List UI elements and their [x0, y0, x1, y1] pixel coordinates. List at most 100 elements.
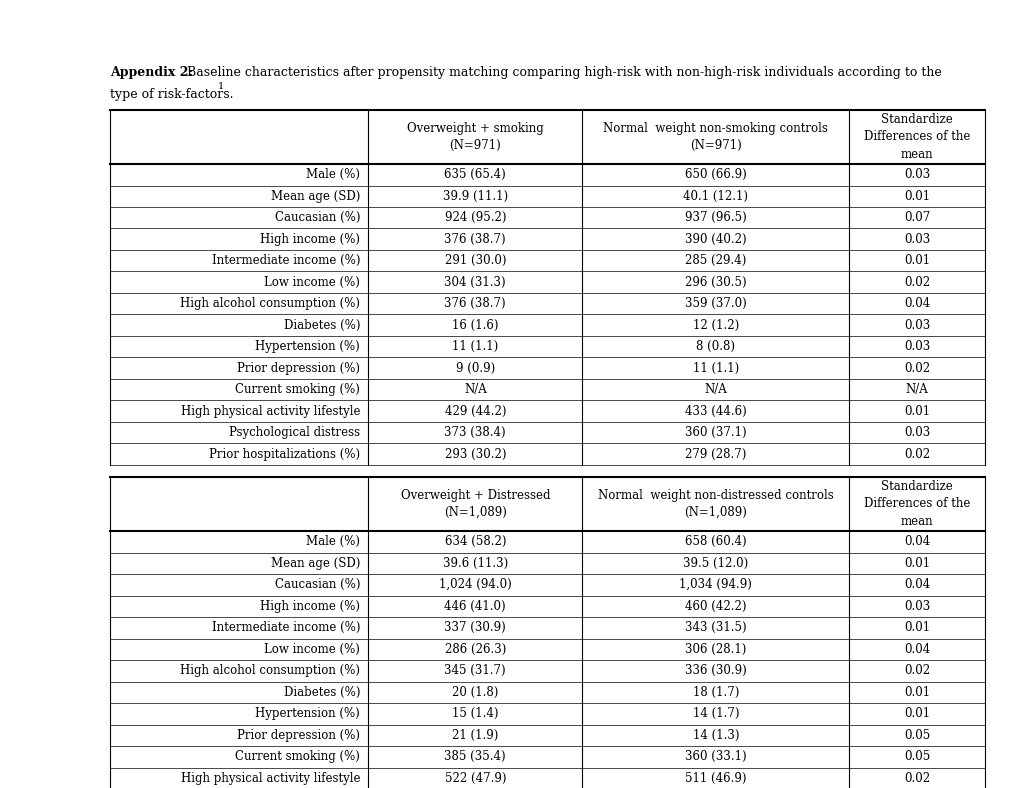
Text: Overweight + Distressed
(N=1,089): Overweight + Distressed (N=1,089): [400, 489, 549, 519]
Text: High income (%): High income (%): [260, 600, 360, 613]
Text: Male (%): Male (%): [306, 535, 360, 548]
Text: 0.01: 0.01: [903, 190, 929, 203]
Text: Male (%): Male (%): [306, 169, 360, 181]
Text: type of risk-factors.: type of risk-factors.: [110, 88, 233, 101]
Text: 385 (35.4): 385 (35.4): [444, 750, 505, 764]
Text: High alcohol consumption (%): High alcohol consumption (%): [180, 664, 360, 677]
Text: 293 (30.2): 293 (30.2): [444, 448, 505, 461]
Text: 0.04: 0.04: [903, 297, 929, 310]
Text: Current smoking (%): Current smoking (%): [235, 383, 360, 396]
Text: 0.03: 0.03: [903, 426, 929, 439]
Text: Normal  weight non-smoking controls
(N=971): Normal weight non-smoking controls (N=97…: [603, 122, 827, 152]
Text: Diabetes (%): Diabetes (%): [283, 686, 360, 699]
Text: 285 (29.4): 285 (29.4): [685, 255, 746, 267]
Text: 373 (38.4): 373 (38.4): [444, 426, 505, 439]
Text: 0.02: 0.02: [903, 362, 929, 375]
Text: 8 (0.8): 8 (0.8): [696, 340, 735, 353]
Text: Intermediate income (%): Intermediate income (%): [211, 255, 360, 267]
Text: Mean age (SD): Mean age (SD): [270, 190, 360, 203]
Text: 522 (47.9): 522 (47.9): [444, 771, 505, 785]
Text: High physical activity lifestyle: High physical activity lifestyle: [180, 771, 360, 785]
Text: Normal  weight non-distressed controls
(N=1,089): Normal weight non-distressed controls (N…: [597, 489, 833, 519]
Text: 1,034 (94.9): 1,034 (94.9): [679, 578, 752, 591]
Text: 650 (66.9): 650 (66.9): [685, 169, 746, 181]
Text: High alcohol consumption (%): High alcohol consumption (%): [180, 297, 360, 310]
Text: 360 (33.1): 360 (33.1): [685, 750, 746, 764]
Text: Current smoking (%): Current smoking (%): [235, 750, 360, 764]
Text: 1,024 (94.0): 1,024 (94.0): [438, 578, 512, 591]
Text: Prior hospitalizations (%): Prior hospitalizations (%): [209, 448, 360, 461]
Text: Baseline characteristics after propensity matching comparing high-risk with non-: Baseline characteristics after propensit…: [182, 66, 941, 79]
Text: 0.05: 0.05: [903, 729, 929, 742]
Text: 376 (38.7): 376 (38.7): [444, 297, 505, 310]
Text: High income (%): High income (%): [260, 232, 360, 246]
Text: Standardize
Differences of the
mean: Standardize Differences of the mean: [863, 113, 969, 161]
Text: Caucasian (%): Caucasian (%): [274, 211, 360, 225]
Text: 460 (42.2): 460 (42.2): [685, 600, 746, 613]
Text: 635 (65.4): 635 (65.4): [444, 169, 505, 181]
Text: 39.5 (12.0): 39.5 (12.0): [683, 557, 748, 570]
Text: 359 (37.0): 359 (37.0): [685, 297, 746, 310]
Text: Hypertension (%): Hypertension (%): [255, 340, 360, 353]
Text: 296 (30.5): 296 (30.5): [685, 276, 746, 288]
Text: 14 (1.3): 14 (1.3): [692, 729, 739, 742]
Text: Prior depression (%): Prior depression (%): [236, 729, 360, 742]
Text: 304 (31.3): 304 (31.3): [444, 276, 505, 288]
Text: 446 (41.0): 446 (41.0): [444, 600, 505, 613]
Text: 9 (0.9): 9 (0.9): [455, 362, 494, 375]
Text: 20 (1.8): 20 (1.8): [451, 686, 498, 699]
Text: 0.04: 0.04: [903, 578, 929, 591]
Text: High physical activity lifestyle: High physical activity lifestyle: [180, 405, 360, 418]
Text: 306 (28.1): 306 (28.1): [685, 643, 746, 656]
Text: N/A: N/A: [704, 383, 727, 396]
Text: 360 (37.1): 360 (37.1): [685, 426, 746, 439]
Text: Hypertension (%): Hypertension (%): [255, 708, 360, 720]
Text: 0.02: 0.02: [903, 276, 929, 288]
Text: 337 (30.9): 337 (30.9): [444, 621, 505, 634]
Text: 39.6 (11.3): 39.6 (11.3): [442, 557, 507, 570]
Text: 511 (46.9): 511 (46.9): [685, 771, 746, 785]
Text: Psychological distress: Psychological distress: [229, 426, 360, 439]
Text: 0.03: 0.03: [903, 600, 929, 613]
Text: 0.03: 0.03: [903, 169, 929, 181]
Text: 336 (30.9): 336 (30.9): [685, 664, 746, 677]
Text: 0.03: 0.03: [903, 232, 929, 246]
Text: 0.02: 0.02: [903, 771, 929, 785]
Text: Overweight + smoking
(N=971): Overweight + smoking (N=971): [407, 122, 543, 152]
Text: 0.01: 0.01: [903, 557, 929, 570]
Text: 634 (58.2): 634 (58.2): [444, 535, 505, 548]
Text: 0.02: 0.02: [903, 448, 929, 461]
Text: 11 (1.1): 11 (1.1): [451, 340, 498, 353]
Text: 14 (1.7): 14 (1.7): [692, 708, 739, 720]
Text: 937 (96.5): 937 (96.5): [685, 211, 746, 225]
Text: 429 (44.2): 429 (44.2): [444, 405, 505, 418]
Text: 924 (95.2): 924 (95.2): [444, 211, 505, 225]
Text: Caucasian (%): Caucasian (%): [274, 578, 360, 591]
Text: 16 (1.6): 16 (1.6): [451, 319, 498, 332]
Text: 0.05: 0.05: [903, 750, 929, 764]
Text: 376 (38.7): 376 (38.7): [444, 232, 505, 246]
Text: Low income (%): Low income (%): [264, 276, 360, 288]
Text: Prior depression (%): Prior depression (%): [236, 362, 360, 375]
Text: N/A: N/A: [464, 383, 486, 396]
Text: 15 (1.4): 15 (1.4): [451, 708, 498, 720]
Text: 279 (28.7): 279 (28.7): [685, 448, 746, 461]
Text: 0.01: 0.01: [903, 708, 929, 720]
Text: 40.1 (12.1): 40.1 (12.1): [683, 190, 748, 203]
Text: 0.01: 0.01: [903, 686, 929, 699]
Text: 0.01: 0.01: [903, 255, 929, 267]
Text: 658 (60.4): 658 (60.4): [685, 535, 746, 548]
Text: 11 (1.1): 11 (1.1): [692, 362, 739, 375]
Text: 21 (1.9): 21 (1.9): [451, 729, 498, 742]
Text: 12 (1.2): 12 (1.2): [692, 319, 739, 332]
Text: Diabetes (%): Diabetes (%): [283, 319, 360, 332]
Text: Standardize
Differences of the
mean: Standardize Differences of the mean: [863, 480, 969, 528]
Text: 18 (1.7): 18 (1.7): [692, 686, 739, 699]
Text: Intermediate income (%): Intermediate income (%): [211, 621, 360, 634]
Text: 0.07: 0.07: [903, 211, 929, 225]
Text: 0.03: 0.03: [903, 340, 929, 353]
Text: Mean age (SD): Mean age (SD): [270, 557, 360, 570]
Text: 1: 1: [218, 82, 224, 91]
Text: 291 (30.0): 291 (30.0): [444, 255, 505, 267]
Text: Appendix 2:: Appendix 2:: [110, 66, 193, 79]
